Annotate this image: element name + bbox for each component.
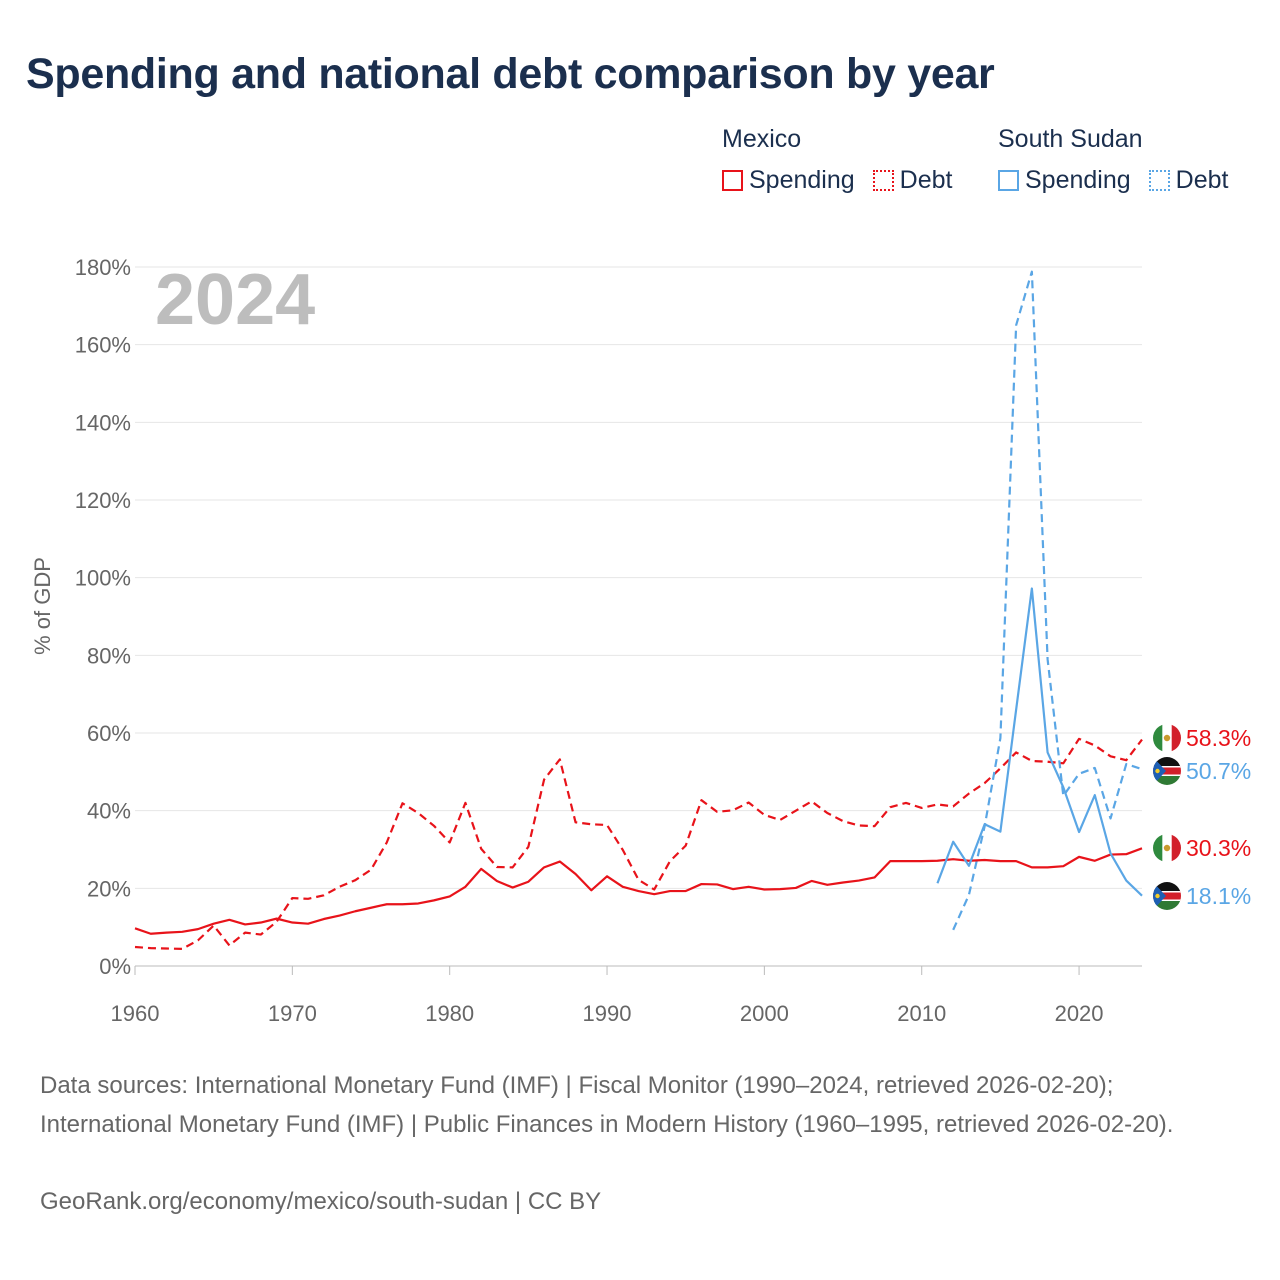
end-label-south-sudan-spending: 18.1% — [1186, 883, 1251, 909]
legend-swatch-solid — [722, 170, 743, 191]
y-tick-label: 160% — [75, 333, 131, 358]
legend-label: Spending — [1025, 166, 1131, 194]
legend-group-title: Mexico — [722, 125, 802, 153]
legend-swatch-dotted — [1148, 170, 1170, 191]
legend-item-mexico-spending[interactable]: Spending — [722, 166, 855, 195]
legend-label: Spending — [749, 166, 855, 194]
end-label-south-sudan-debt: 50.7% — [1186, 758, 1251, 784]
end-label-mexico-debt: 58.3% — [1186, 725, 1251, 751]
y-tick-label: 180% — [75, 255, 131, 280]
y-tick-label: 80% — [87, 643, 131, 668]
x-tick-label: 1980 — [425, 1001, 474, 1026]
series-line-south-sudan-spending — [936, 587, 1143, 897]
x-tick-label: 1960 — [111, 1001, 160, 1026]
x-axis: 1960 1970 1980 1990 2000 2010 2020 — [111, 966, 1104, 1026]
end-label-mexico-spending: 30.3% — [1186, 835, 1251, 861]
x-tick-label: 1970 — [268, 1001, 317, 1026]
legend-item-mexico-debt[interactable]: Debt — [872, 166, 953, 195]
legend-label: Debt — [1175, 166, 1229, 194]
grid-lines — [135, 266, 1142, 967]
mexico-flag-icon — [1153, 834, 1181, 862]
legend-item-south-sudan-spending[interactable]: Spending — [998, 166, 1131, 195]
series-lines — [134, 270, 1143, 951]
y-tick-label: 40% — [87, 799, 131, 824]
data-sources: Data sources: International Monetary Fun… — [40, 1072, 1174, 1138]
legend-swatch-dotted — [872, 170, 894, 191]
y-tick-label: 0% — [99, 954, 131, 979]
y-axis-label: % of GDP — [30, 557, 55, 655]
legend-group-mexico: Mexico Spending Debt — [722, 124, 970, 195]
line-chart: 0%20%40%60%80%100%120%140%160%180% 1960 1… — [30, 255, 1251, 1026]
legend-swatch-solid — [998, 170, 1019, 191]
y-axis: 0% 20% 40% 60% 80% 100% 120% 140% 160% 180% — [75, 255, 131, 979]
y-tick-label: 20% — [87, 876, 131, 901]
south-sudan-flag-icon — [1153, 882, 1181, 910]
y-tick-label: 60% — [87, 721, 131, 746]
legend-item-south-sudan-debt[interactable]: Debt — [1148, 166, 1229, 195]
x-tick-label: 1990 — [583, 1001, 632, 1026]
legend-label: Debt — [899, 166, 953, 194]
series-line-mexico-spending — [134, 847, 1143, 935]
legend-group-title: South Sudan — [998, 125, 1143, 153]
year-watermark: 2024 — [155, 260, 315, 340]
south-sudan-flag-icon — [1153, 757, 1181, 785]
y-tick-label: 120% — [75, 488, 131, 513]
series-line-mexico-debt — [134, 737, 1143, 951]
x-tick-label: 2020 — [1055, 1001, 1104, 1026]
legend-group-south-sudan: South Sudan Spending Debt — [998, 124, 1228, 195]
y-tick-label: 100% — [75, 566, 131, 591]
attribution-link[interactable]: GeoRank.org/economy/mexico/south-sudan |… — [40, 1188, 602, 1215]
mexico-flag-icon — [1153, 724, 1181, 752]
x-tick-label: 2010 — [897, 1001, 946, 1026]
y-tick-label: 140% — [75, 410, 131, 435]
x-tick-label: 2000 — [740, 1001, 789, 1026]
chart-title: Spending and national debt comparison by… — [26, 50, 995, 98]
